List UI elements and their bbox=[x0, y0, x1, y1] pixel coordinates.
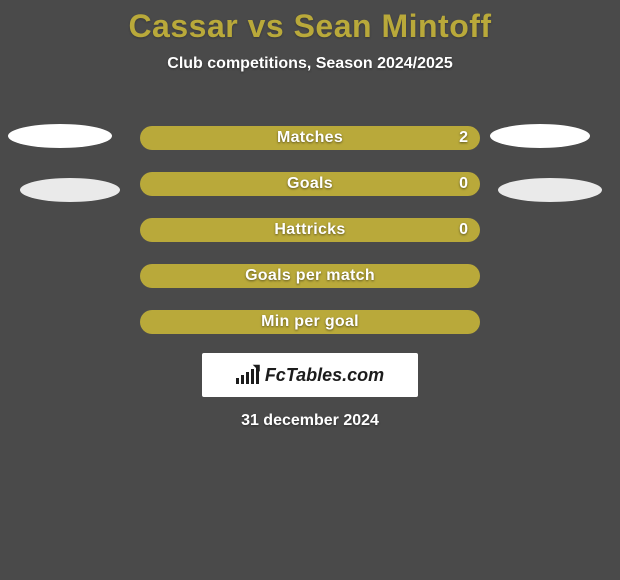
side-ellipse bbox=[8, 124, 112, 148]
page-title: Cassar vs Sean Mintoff bbox=[0, 0, 620, 45]
stat-row: Goals per match bbox=[140, 264, 480, 288]
side-ellipse bbox=[498, 178, 602, 202]
logo-box: FcTables.com bbox=[202, 353, 418, 397]
bars-icon bbox=[236, 366, 259, 384]
stat-row: Goals 0 bbox=[140, 172, 480, 196]
stat-value: 0 bbox=[459, 175, 468, 193]
stat-rows: Matches 2 Goals 0 Hattricks 0 Goals per match M… bbox=[140, 126, 480, 356]
side-ellipse bbox=[490, 124, 590, 148]
stat-value: 2 bbox=[459, 129, 468, 147]
subtitle: Club competitions, Season 2024/2025 bbox=[0, 55, 620, 73]
stat-label: Min per goal bbox=[261, 313, 359, 331]
stat-value: 0 bbox=[459, 221, 468, 239]
date-label: 31 december 2024 bbox=[0, 412, 620, 430]
stat-label: Goals bbox=[287, 175, 333, 193]
stat-row: Min per goal bbox=[140, 310, 480, 334]
stat-row: Hattricks 0 bbox=[140, 218, 480, 242]
stat-label: Matches bbox=[277, 129, 343, 147]
logo-text: FcTables.com bbox=[265, 365, 384, 386]
comparison-infographic: Cassar vs Sean Mintoff Club competitions… bbox=[0, 0, 620, 580]
stat-label: Goals per match bbox=[245, 267, 375, 285]
stat-row: Matches 2 bbox=[140, 126, 480, 150]
side-ellipse bbox=[20, 178, 120, 202]
stat-label: Hattricks bbox=[274, 221, 345, 239]
